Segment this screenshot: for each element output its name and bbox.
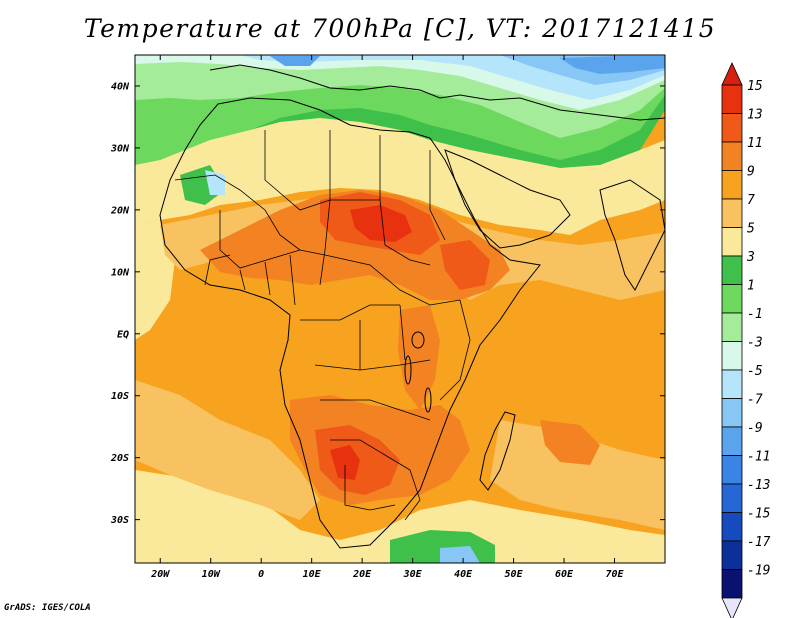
lon-tick-label: 60E <box>555 569 574 580</box>
field-red-ethiopia <box>440 240 490 290</box>
lat-tick-label: EQ <box>117 329 129 340</box>
colorbar-label: 13 <box>747 108 763 123</box>
colorbar-label: -15 <box>747 507 771 522</box>
field-darkorange-sahel <box>200 190 510 300</box>
map-frame <box>134 54 666 564</box>
colorbar-swatch <box>721 84 743 114</box>
coastline-europe <box>209 64 666 121</box>
field-blue-iran <box>560 56 665 74</box>
colorbar: 15 13 11 9 7 5 3 1 -1 -3 -5 -7 -9 -11 -13 -15 -17 -19 <box>721 62 771 618</box>
colorbar-swatch <box>721 398 743 428</box>
lon-tick-label: 10E <box>303 569 322 580</box>
map-panel <box>134 54 666 564</box>
lon-tick-label: 20E <box>352 569 372 580</box>
colorbar-swatch <box>721 113 743 143</box>
colorbar-swatch <box>721 569 743 599</box>
lat-tick-label: 10S <box>111 391 129 402</box>
colorbar-label: 11 <box>747 136 763 151</box>
colorbar-label: -11 <box>747 450 770 465</box>
lon-tick-label: 20W <box>150 569 170 580</box>
colorbar-label: 3 <box>746 250 755 265</box>
colorbar-swatch <box>721 284 743 314</box>
colorbar-label: -3 <box>747 336 763 351</box>
lat-tick-label: 40N <box>111 81 130 92</box>
lon-tick-label: 0 <box>258 569 264 580</box>
colorbar-bottom-triangle <box>721 597 743 618</box>
field-darkorange-madagascar <box>540 420 600 465</box>
colorbar-label: 9 <box>747 165 755 180</box>
field-yellow-south <box>135 470 665 563</box>
lat-tick-label: 30S <box>110 515 129 526</box>
field-blue-southcape <box>440 546 480 563</box>
lat-tick-label: 20N <box>110 205 130 216</box>
colorbar-swatch <box>721 540 743 570</box>
colorbar-label: -9 <box>747 421 763 436</box>
colorbar-swatch <box>721 426 743 456</box>
lat-tick-label: 20S <box>110 453 129 464</box>
colorbar-top-triangle <box>721 62 743 86</box>
lat-tick-label: 30N <box>110 143 130 154</box>
lon-axis: 20W 10W 0 10E 20E 30E 40E 50E 60E 70E <box>150 55 625 580</box>
field-lightorange-sw <box>135 380 320 520</box>
colorbar-swatch <box>721 141 743 171</box>
colorbar-swatch <box>721 512 743 542</box>
colorbar-swatch <box>721 455 743 485</box>
colorbar-label: -17 <box>747 535 771 550</box>
colorbar-label: -13 <box>747 478 770 493</box>
colorbar-label: 7 <box>747 193 755 208</box>
lon-tick-label: 50E <box>505 569 524 580</box>
country-borders <box>174 130 471 521</box>
colorbar-label: -5 <box>747 364 763 379</box>
colorbar-label: -19 <box>747 564 770 579</box>
field-deepred-sudan <box>350 205 412 242</box>
coastline-madagascar <box>479 411 516 491</box>
colorbar-swatch <box>721 227 743 257</box>
colorbar-swatch <box>721 369 743 399</box>
colorbar-label: -7 <box>747 393 763 408</box>
map-title: Temperature at 700hPa [C], VT: 201712141… <box>83 14 717 43</box>
colorbar-label: -1 <box>747 307 763 322</box>
lat-axis: 40N 30N 20N 10N EQ 10S 20S 30S <box>110 81 665 526</box>
footer-credit: GrADS: IGES/COLA <box>4 603 91 613</box>
lon-tick-label: 70E <box>605 569 624 580</box>
colorbar-label: 1 <box>747 279 755 294</box>
field-lightorange-se <box>490 420 665 530</box>
field-yellow-sahara <box>135 118 665 235</box>
colorbar-swatch <box>721 198 743 228</box>
field-blue-alps <box>270 56 320 66</box>
lat-tick-label: 10N <box>111 267 130 278</box>
colorbar-swatch <box>721 255 743 285</box>
coastline-arabia <box>444 149 571 249</box>
coastline-africa <box>159 97 541 549</box>
lon-tick-label: 30E <box>403 569 423 580</box>
colorbar-swatch <box>721 341 743 371</box>
lakes <box>404 331 432 413</box>
colorbar-label: 5 <box>747 222 755 237</box>
lon-tick-label: 40E <box>454 569 473 580</box>
colorbar-label: 15 <box>747 79 763 94</box>
colorbar-swatch <box>721 170 743 200</box>
lon-tick-label: 10W <box>202 569 221 580</box>
colorbar-swatch <box>721 312 743 342</box>
field-deepred-namibia <box>330 445 360 480</box>
coastline-india <box>599 179 666 291</box>
colorbar-swatch <box>721 483 743 513</box>
field-blue-atlas <box>205 170 225 195</box>
